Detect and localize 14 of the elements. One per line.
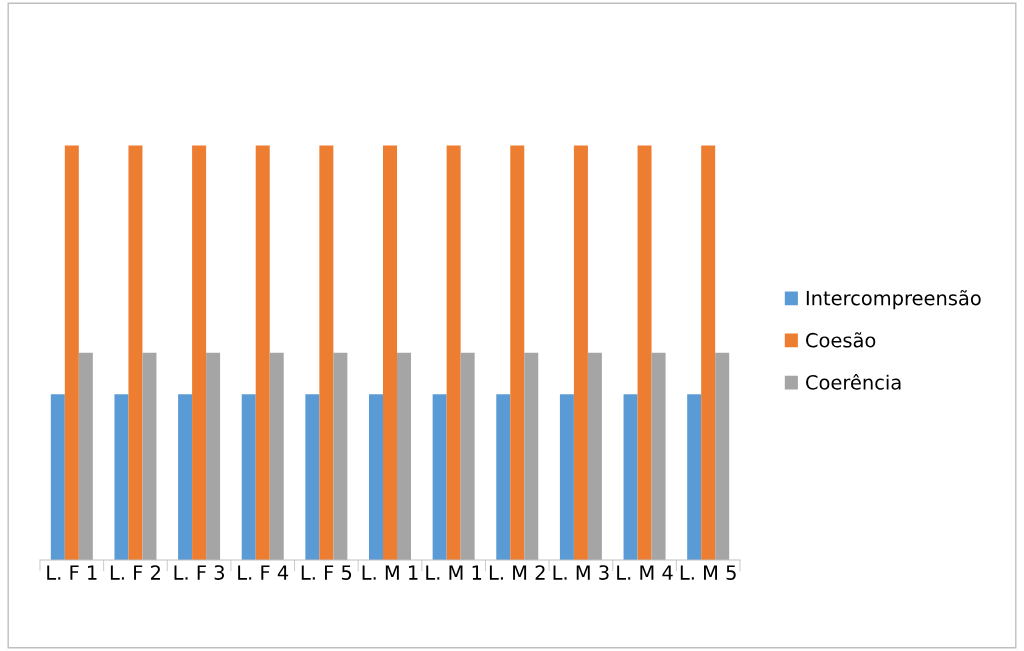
x-tick-label: L. F 2 <box>110 565 160 580</box>
x-tick-label: L. F 5 <box>301 565 352 580</box>
x-tick-label: L. F 1 <box>47 565 97 580</box>
legend-label: Intercompreensão <box>806 290 981 310</box>
x-tick-label: L. M 3 <box>553 565 609 580</box>
x-tick-label: L. M 1 <box>362 565 418 580</box>
x-tick-label: L. F 4 <box>238 565 289 580</box>
x-tick-label: L. M 2 <box>489 565 545 580</box>
x-tick-label: L. M 5 <box>680 565 736 580</box>
x-tick-label: L. F 3 <box>174 565 224 580</box>
legend-label: Coesão <box>806 332 876 348</box>
legend-label: Coerência <box>806 373 901 390</box>
x-tick-label: L. M 4 <box>617 565 673 580</box>
x-tick-label: L. M 1 <box>426 565 482 580</box>
